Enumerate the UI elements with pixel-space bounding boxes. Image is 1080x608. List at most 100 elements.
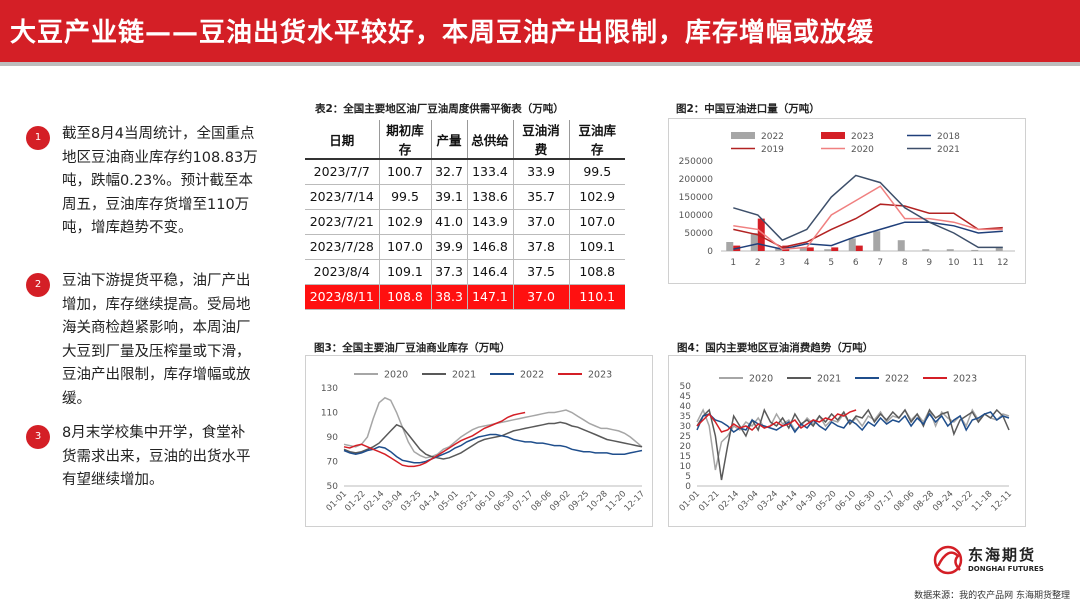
stock-chart: 2020 2021 2022 202350709011013001-0101-2202…	[321, 370, 648, 514]
table-cell: 102.9	[379, 209, 432, 235]
y-tick-label: 50000	[684, 229, 713, 239]
x-tick-label: 10-22	[951, 489, 976, 514]
y-tick-label: 150000	[679, 193, 714, 203]
table-header-cell: 总供给	[467, 120, 514, 160]
bar-2023	[806, 247, 814, 251]
x-tick-label: 8	[902, 258, 908, 268]
table-cell: 37.5	[513, 259, 570, 285]
bar-2022	[995, 247, 1003, 251]
y-tick-label: 0	[685, 482, 691, 492]
y-tick-label: 10	[680, 462, 692, 472]
bar-2022	[873, 231, 881, 251]
bar-2022	[897, 240, 905, 251]
table-cell: 107.0	[379, 234, 432, 260]
y-tick-label: 5	[685, 472, 691, 482]
legend-label: 2021	[452, 370, 476, 381]
table-cell: 143.9	[467, 209, 514, 235]
consumption-chart-title: 图4：国内主要地区豆油消费趋势（万吨）	[677, 342, 874, 354]
table-cell: 38.3	[431, 284, 468, 310]
x-tick-label: 05-20	[814, 489, 839, 514]
bar-2022	[971, 249, 979, 251]
y-tick-label: 50	[327, 482, 339, 492]
y-tick-label: 50	[680, 382, 692, 392]
bar-2023	[757, 218, 765, 251]
balance-table: 日期 期初库存 产量 总供给 豆油消费 豆油库存 2023/7/7 100.7 32.7 133…	[305, 120, 625, 310]
y-tick-label: 35	[680, 412, 691, 422]
line-series-2023	[696, 409, 857, 433]
legend-label: 2022	[885, 374, 909, 385]
legend-label: 2022	[520, 370, 544, 381]
line-series-2018	[733, 221, 1003, 250]
x-tick-label: 3	[779, 258, 785, 268]
table-cell: 41.0	[431, 209, 468, 235]
y-tick-label: 100000	[679, 211, 714, 221]
table-header-cell: 豆油库存	[569, 120, 625, 160]
y-tick-label: 25	[680, 432, 691, 442]
table-header-cell: 期初库存	[379, 120, 432, 160]
x-tick-label: 08-06	[892, 489, 917, 514]
title-bar: 大豆产业链——豆油出货水平较好，本周豆油产出限制，库存增幅或放缓	[0, 0, 1080, 62]
x-tick-label: 03-24	[756, 489, 781, 514]
table-row: 2023/7/14 99.5 39.1 138.6 35.7 102.9	[305, 184, 625, 210]
consumption-chart-panel: 2020 2021 2022 2023 0 5 10 15 20 25 30 35 40 45 50 01-0…	[668, 355, 1026, 527]
x-tick-label: 04-14	[775, 489, 800, 514]
bullet-number: 2	[26, 273, 50, 297]
y-tick-label: 0	[707, 247, 713, 257]
x-tick-label: 11	[973, 258, 984, 268]
x-tick-label: 01-01	[678, 489, 703, 514]
table-cell: 2023/7/28	[305, 234, 380, 260]
table-cell: 37.0	[513, 209, 570, 235]
x-tick-label: 08-28	[912, 489, 937, 514]
bullet-number: 3	[26, 425, 50, 449]
bar-2022	[799, 247, 807, 251]
y-tick-label: 90	[327, 433, 339, 443]
x-tick-label: 12-17	[623, 489, 648, 514]
bullet-number: 1	[26, 126, 50, 150]
bar-2022	[750, 233, 758, 251]
logo-mark	[933, 545, 963, 575]
y-tick-label: 130	[321, 384, 338, 394]
logo-cn: 东海期货	[968, 546, 1037, 564]
company-logo: 东海期货 DONGHAI FUTURES	[930, 542, 1050, 582]
legend-label: 2020	[384, 370, 408, 381]
legend-label: 2019	[761, 145, 784, 155]
table-header-cell: 豆油消费	[513, 120, 570, 160]
table-cell: 2023/7/14	[305, 184, 380, 210]
table-cell: 109.1	[569, 234, 625, 260]
legend-label: 2020	[851, 145, 874, 155]
y-tick-label: 20	[680, 442, 692, 452]
legend-label: 2021	[937, 145, 960, 155]
table-row: 2023/7/28 107.0 39.9 146.8 37.8 109.1	[305, 234, 625, 260]
x-tick-label: 1	[730, 258, 736, 268]
import-chart-title: 图2：中国豆油进口量（万吨）	[676, 103, 820, 115]
bar-2022	[824, 249, 832, 251]
table-cell: 33.9	[513, 159, 570, 185]
legend-swatch	[821, 132, 845, 139]
x-tick-label: 2	[755, 258, 761, 268]
bar-2022	[726, 242, 734, 251]
x-tick-label: 04-30	[795, 489, 820, 514]
table-cell: 37.0	[513, 284, 570, 310]
table-row: 2023/8/11 108.8 38.3 147.1 37.0 110.1	[305, 284, 625, 310]
y-tick-label: 110	[321, 409, 338, 419]
y-tick-label: 15	[680, 452, 691, 462]
x-tick-label: 5	[828, 258, 834, 268]
x-tick-label: 01-21	[697, 489, 722, 514]
y-tick-label: 250000	[679, 157, 714, 167]
bar-2023	[855, 245, 863, 251]
table-cell: 146.4	[467, 259, 514, 285]
x-tick-label: 12	[997, 258, 1008, 268]
x-tick-label: 03-04	[736, 489, 761, 514]
x-tick-label: 09-24	[931, 489, 956, 514]
x-tick-label: 07-17	[873, 489, 898, 514]
x-tick-label: 12-11	[990, 489, 1015, 514]
table-cell: 32.7	[431, 159, 468, 185]
y-tick-label: 30	[680, 422, 692, 432]
table-cell: 133.4	[467, 159, 514, 185]
import-chart: 2022 2023 2018 2019 2020 2021 0 50000 100000 1500…	[679, 132, 1015, 268]
table-row: 2023/7/7 100.7 32.7 133.4 33.9 99.5	[305, 159, 625, 185]
x-tick-label: 02-14	[717, 489, 742, 514]
x-tick-label: 9	[926, 258, 932, 268]
bar-2022	[946, 249, 954, 251]
legend-label: 2023	[851, 132, 874, 142]
